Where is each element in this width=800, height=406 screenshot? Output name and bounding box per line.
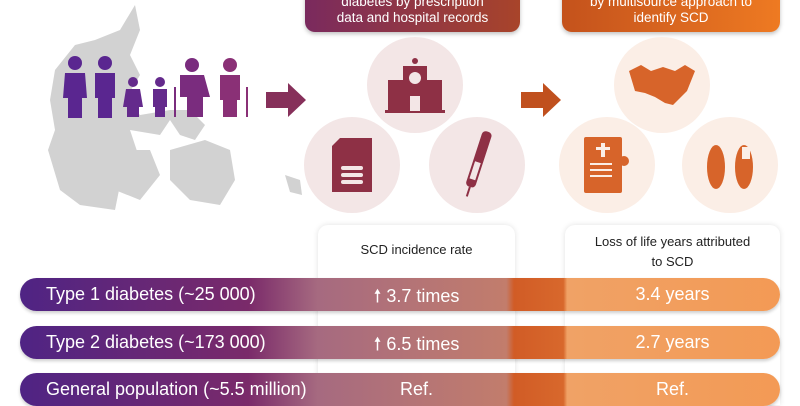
table-row: Type 2 diabetes (~173 000) 🠕 6.5 times 2… [20, 326, 780, 359]
handshake-icon [629, 65, 695, 105]
up-arrow-icon: 🠕 [373, 286, 382, 306]
incidence-value: 🠕 6.5 times [373, 334, 460, 354]
population-icons [63, 56, 248, 118]
arrow-icon [521, 83, 561, 117]
incidence-value: 🠕 3.7 times [373, 286, 460, 306]
elderly-man-icon [220, 58, 248, 117]
incidence-header: SCD incidence rate [360, 242, 473, 257]
life-years-value: 2.7 years [635, 332, 710, 352]
elderly-woman-icon [174, 58, 210, 117]
insulin-pen-circle [429, 117, 525, 213]
certificate-circle [559, 117, 655, 213]
step2-box: by multisource approach to identify SCD [562, 0, 780, 32]
toe-tag-feet-icon [707, 145, 753, 189]
up-arrow-icon: 🠕 [373, 334, 382, 354]
incidence-value: Ref. [399, 379, 433, 399]
step1-box: diabetes by prescription data and hospit… [305, 0, 520, 32]
insulin-pen-icon [465, 131, 492, 197]
hospital-circle [367, 37, 463, 133]
row-label: General population (~5.5 million) [46, 379, 307, 399]
life-years-value: Ref. [655, 379, 689, 399]
step2-text-line: by multisource approach to [589, 0, 753, 9]
step2-text-line: identify SCD [633, 10, 709, 25]
row-label: Type 1 diabetes (~25 000) [46, 284, 256, 304]
girl-icon [123, 77, 143, 117]
table-row: General population (~5.5 million) Ref. R… [20, 373, 780, 406]
life-years-header: Loss of life years attributed [594, 234, 751, 249]
prescription-document-icon [332, 138, 372, 192]
row-label: Type 2 diabetes (~173 000) [46, 332, 266, 352]
arrow-icon [266, 83, 306, 117]
hospital-icon [385, 57, 445, 113]
handshake-circle [614, 37, 710, 133]
death-certificate-icon [584, 137, 629, 193]
life-years-value: 3.4 years [635, 284, 710, 304]
document-circle [304, 117, 400, 213]
man-icon [95, 56, 115, 118]
step1-text-line: data and hospital records [336, 10, 489, 25]
feet-circle [682, 117, 778, 213]
denmark-map [48, 5, 302, 210]
life-years-header-line2: to SCD [651, 254, 694, 269]
table-row: Type 1 diabetes (~25 000) 🠕 3.7 times 3.… [20, 278, 780, 311]
woman-icon [63, 56, 87, 118]
step1-text-line: diabetes by prescription [341, 0, 484, 9]
boy-icon [153, 77, 167, 117]
